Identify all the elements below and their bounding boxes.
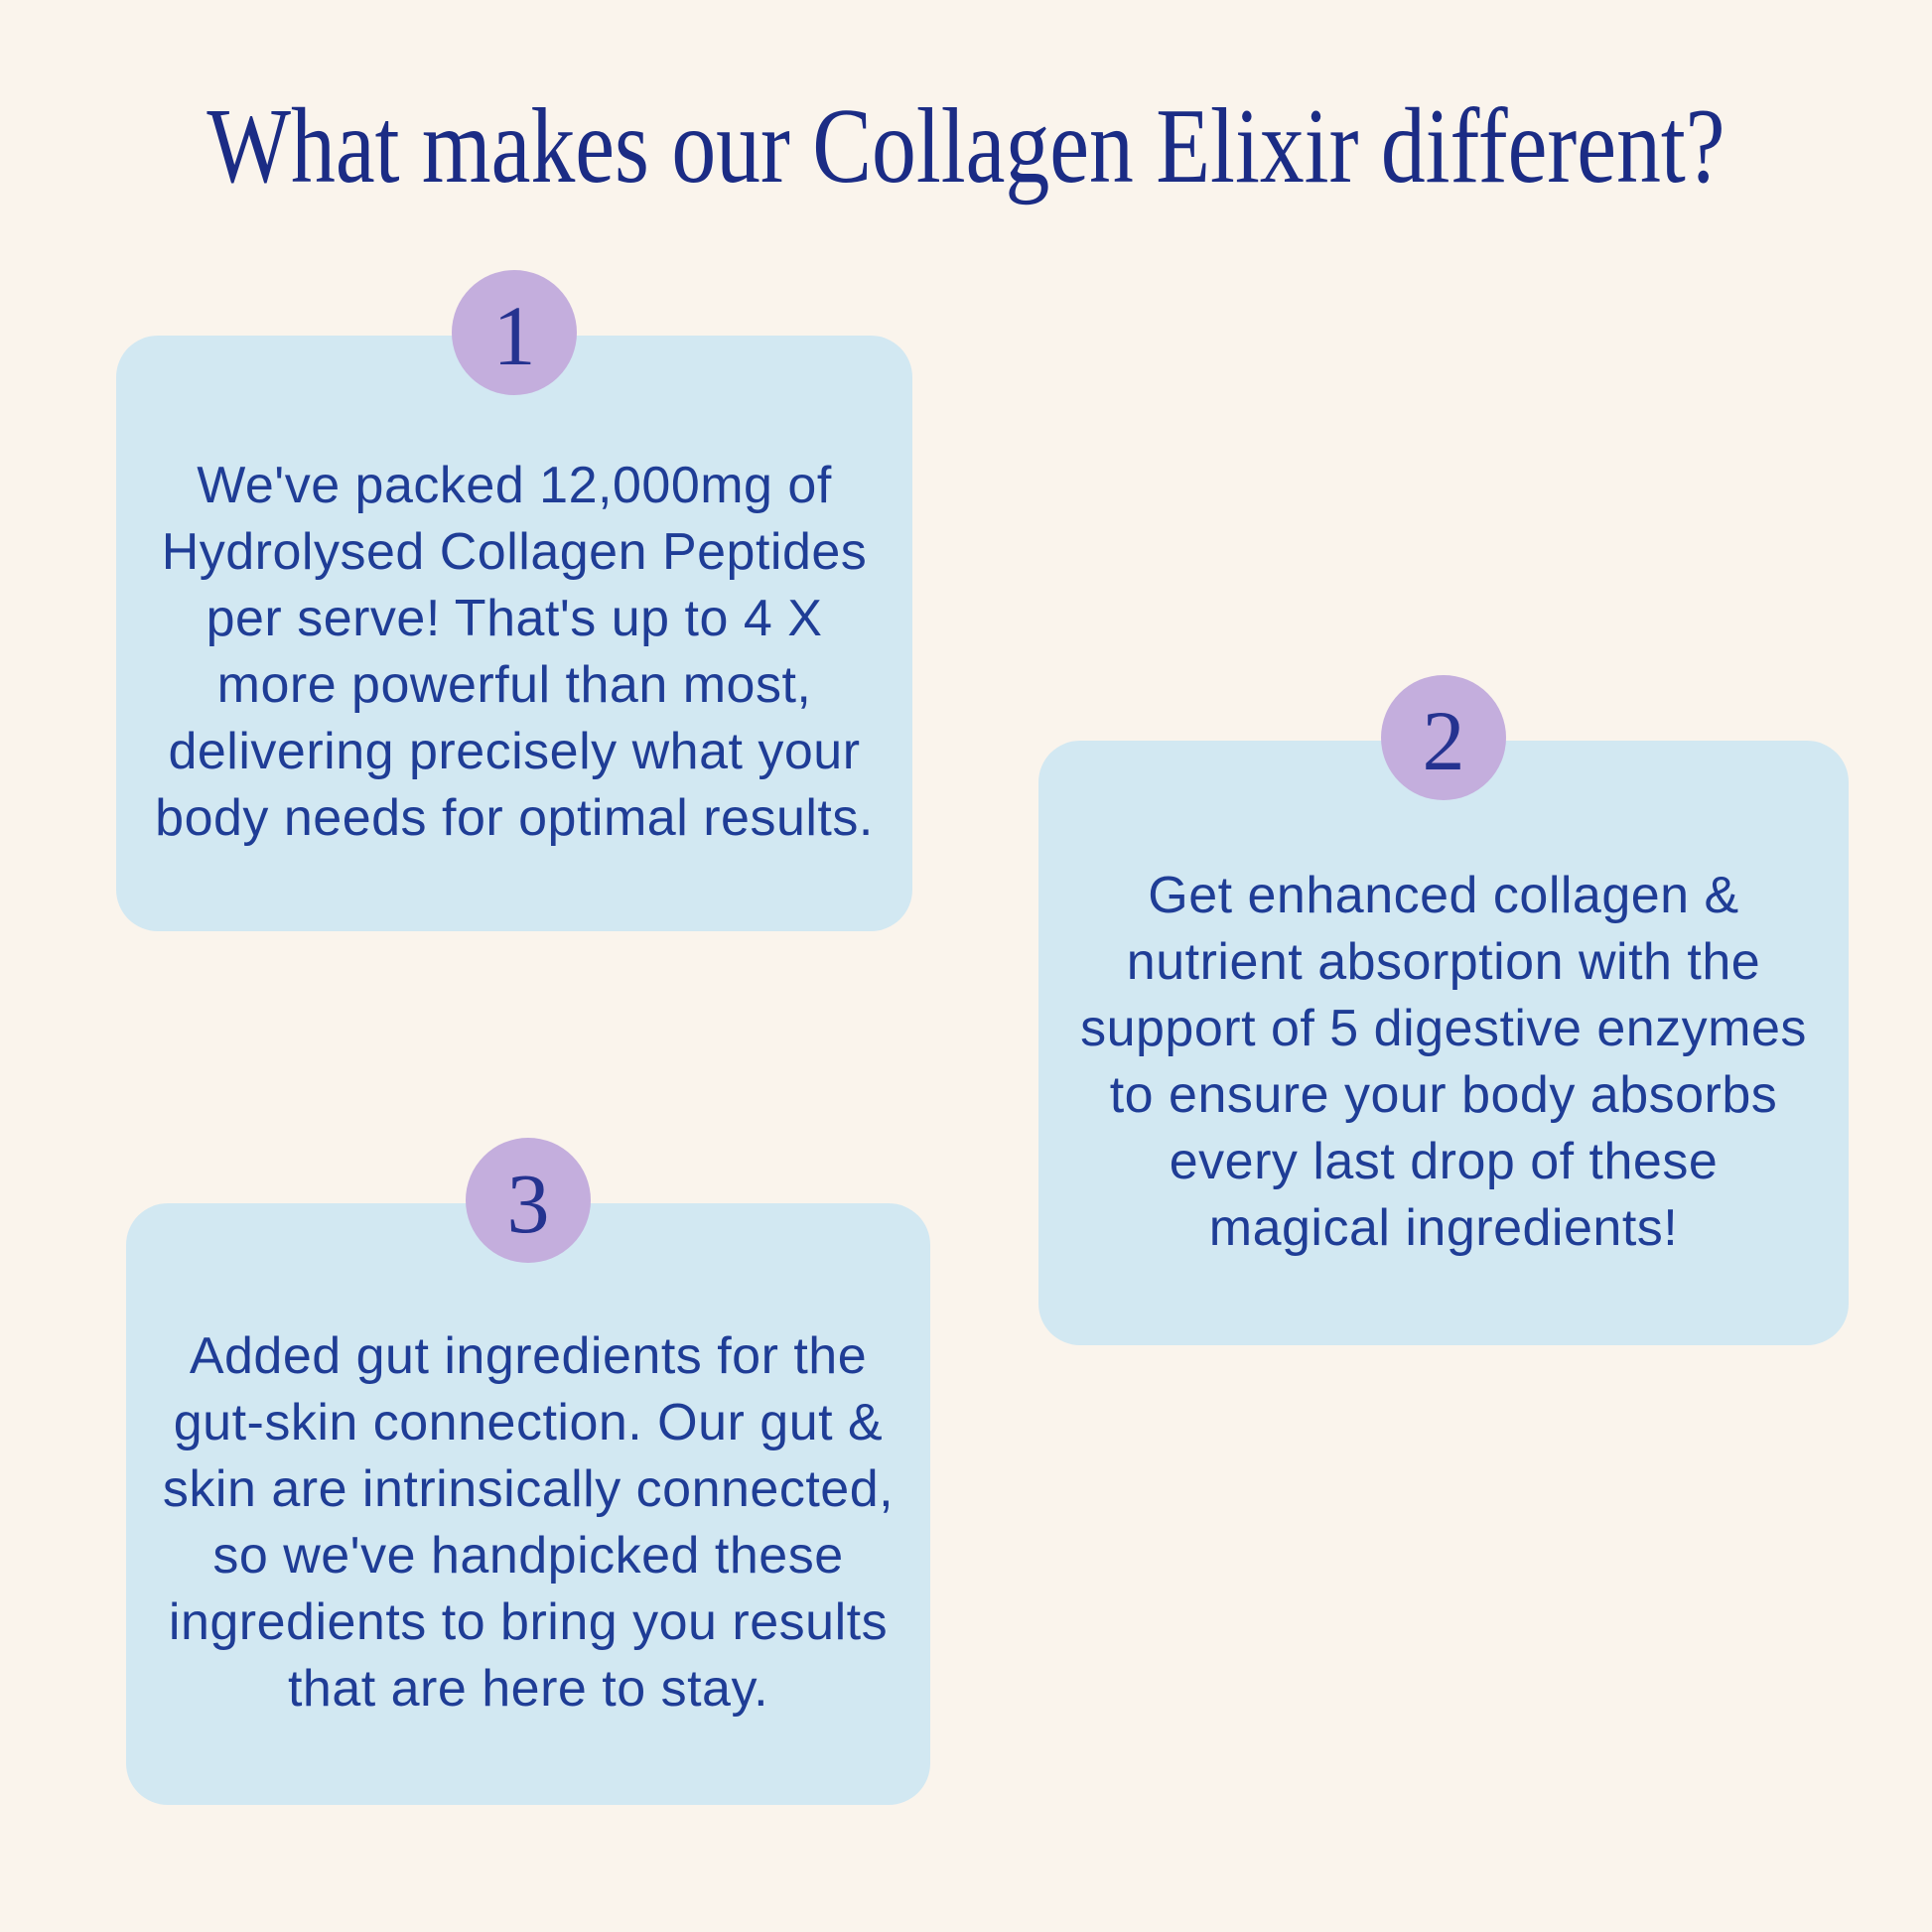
- card-1-text: We've packed 12,000mg of Hydrolysed Coll…: [155, 457, 874, 847]
- card-3-text: Added gut ingredients for the gut-skin c…: [162, 1327, 895, 1718]
- step-3-badge: 3: [466, 1138, 591, 1263]
- card-gut-ingredients: 3 Added gut ingredients for the gut-skin…: [126, 1138, 930, 1805]
- step-3-number: 3: [506, 1156, 550, 1251]
- card-digestive-enzymes: 2 Get enhanced collagen & nutrient absor…: [1038, 675, 1849, 1345]
- card-collagen-dose: 1 We've packed 12,000mg of Hydrolysed Co…: [116, 270, 912, 931]
- step-2-badge: 2: [1381, 675, 1506, 800]
- step-2-number: 2: [1422, 693, 1465, 788]
- step-1-number: 1: [492, 288, 536, 383]
- page-title: What makes our Collagen Elixir different…: [207, 87, 1725, 206]
- step-1-badge: 1: [452, 270, 577, 395]
- card-2-text: Get enhanced collagen & nutrient absorpt…: [1080, 866, 1807, 1257]
